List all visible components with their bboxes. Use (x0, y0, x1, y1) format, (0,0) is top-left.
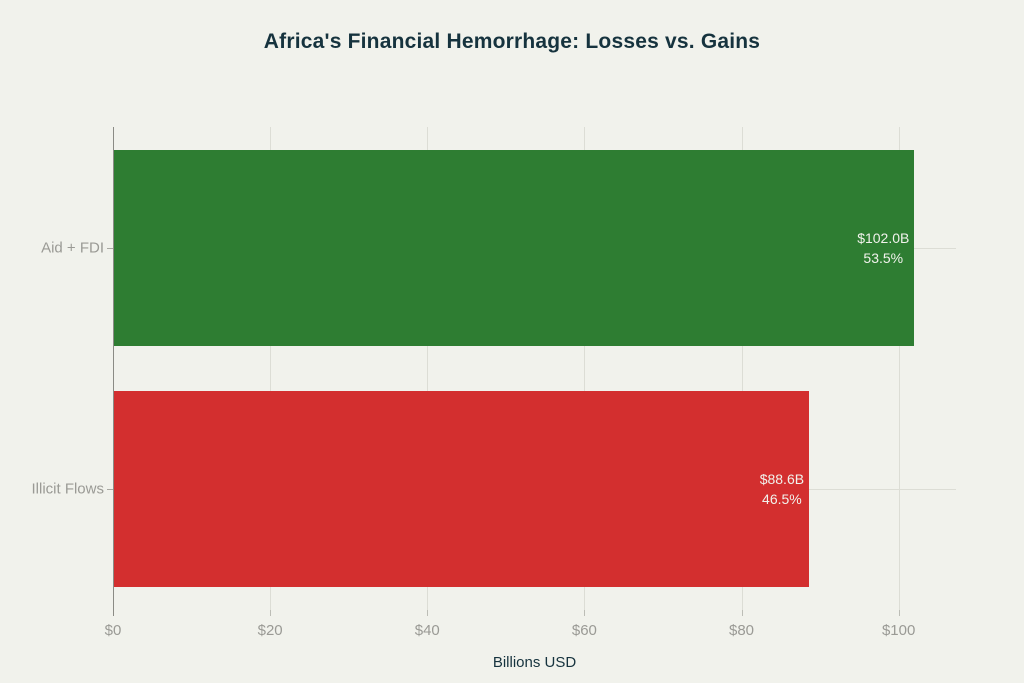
x-tick-label: $0 (104, 622, 122, 639)
x-gridline (427, 127, 429, 610)
plot-area: $102.0B 53.5% Aid + FDI $88.6B 46.5% Illicit … (31, 127, 956, 639)
y-tick-mark (107, 489, 113, 491)
x-tick-mark (741, 610, 743, 616)
bar-value-label: $88.6B 46.5% (760, 469, 804, 509)
x-tick-mark (584, 610, 586, 616)
bar-percent-text: 46.5% (762, 491, 802, 508)
y-tick-mark (107, 247, 113, 249)
bar-aid-fdi: $102.0B 53.5% (114, 149, 915, 346)
x-tick-mark (270, 610, 272, 616)
x-tick-mark (898, 610, 900, 616)
bar-illicit-flows: $88.6B 46.5% (114, 391, 810, 588)
chart-title: Africa's Financial Hemorrhage: Losses vs… (263, 30, 761, 53)
x-gridline (898, 127, 900, 610)
bar-value-text: $102.0B (857, 229, 910, 246)
bar-value-text: $88.6B (759, 471, 805, 488)
bar-value-label: $102.0B 53.5% (857, 228, 909, 268)
y-tick-label: Aid + FDI (41, 239, 104, 257)
x-tick-label: $60 (571, 622, 597, 639)
bar-percent-text: 53.5% (863, 249, 904, 266)
x-tick-label: $100 (881, 622, 916, 639)
y-tick-label: Illicit Flows (31, 480, 104, 498)
x-gridline (270, 127, 272, 610)
y-axis-line (113, 127, 114, 616)
x-tick-mark (427, 610, 429, 616)
x-tick-label: $80 (729, 622, 755, 639)
x-tick-label: $40 (414, 622, 440, 639)
x-tick-label: $20 (257, 622, 283, 639)
x-gridline (741, 127, 743, 610)
x-axis-title: Billions USD (492, 654, 577, 671)
x-gridline (584, 127, 586, 610)
